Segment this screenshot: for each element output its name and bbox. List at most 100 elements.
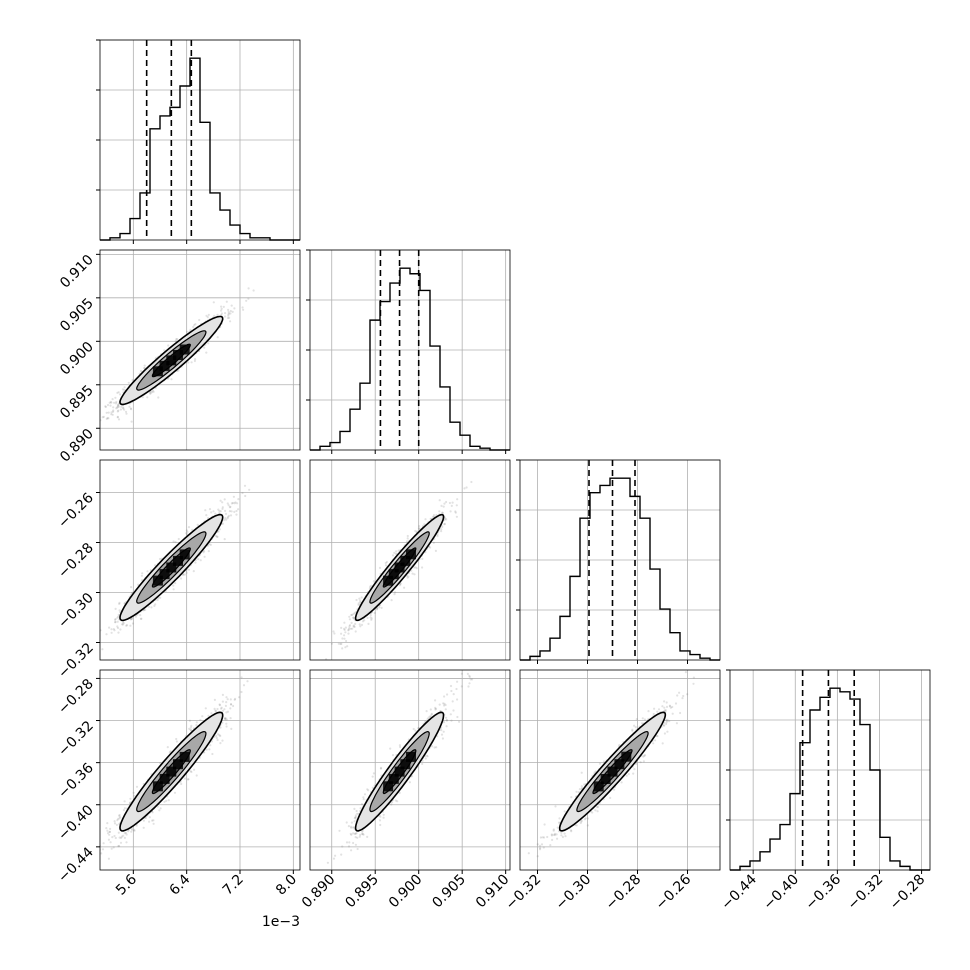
sample-point bbox=[403, 586, 406, 589]
sample-point bbox=[394, 591, 397, 594]
sample-point bbox=[341, 647, 344, 650]
sample-point bbox=[332, 630, 335, 633]
sample-point bbox=[203, 751, 206, 754]
sample-point bbox=[348, 618, 351, 621]
sample-point bbox=[101, 848, 105, 851]
sample-point bbox=[121, 623, 124, 626]
density-cell bbox=[179, 344, 190, 355]
sample-point bbox=[358, 597, 361, 600]
sample-point bbox=[159, 762, 162, 765]
sample-point bbox=[132, 791, 135, 794]
sample-point bbox=[117, 405, 120, 408]
sample-point bbox=[118, 601, 121, 605]
density-cell bbox=[388, 569, 399, 580]
sample-point bbox=[165, 799, 168, 802]
sample-point bbox=[424, 518, 427, 521]
sample-point bbox=[227, 314, 230, 317]
sample-point bbox=[144, 816, 147, 820]
sample-point bbox=[442, 505, 445, 508]
sample-point bbox=[456, 498, 459, 501]
sample-point bbox=[357, 603, 360, 606]
sample-point bbox=[213, 698, 216, 702]
sample-point bbox=[423, 523, 426, 526]
sample-point bbox=[180, 577, 183, 580]
sample-point bbox=[344, 626, 347, 629]
sample-point bbox=[218, 509, 221, 513]
sample-point bbox=[194, 561, 197, 564]
sample-point bbox=[208, 542, 211, 546]
sample-point bbox=[445, 500, 448, 504]
sample-point bbox=[339, 642, 342, 646]
sample-point bbox=[233, 307, 236, 310]
sample-point bbox=[114, 607, 117, 611]
sample-point bbox=[151, 389, 155, 392]
sample-point bbox=[220, 305, 223, 308]
sample-point bbox=[190, 361, 193, 364]
sample-point bbox=[343, 627, 346, 630]
sample-point bbox=[435, 513, 438, 517]
sample-point bbox=[445, 518, 448, 521]
sample-point bbox=[109, 841, 112, 844]
panel-frame bbox=[309, 459, 511, 661]
panel-frame bbox=[309, 249, 511, 451]
sample-point bbox=[395, 550, 398, 553]
sample-point bbox=[223, 518, 226, 522]
sample-point bbox=[235, 509, 238, 513]
sample-point bbox=[203, 550, 206, 553]
sample-point bbox=[343, 637, 346, 640]
sample-point bbox=[226, 698, 229, 701]
density-cell bbox=[394, 562, 405, 573]
sample-point bbox=[344, 631, 347, 634]
sample-point bbox=[352, 616, 355, 619]
sample-point bbox=[376, 607, 379, 610]
sample-point bbox=[123, 388, 126, 391]
sample-point bbox=[357, 602, 360, 605]
sample-point bbox=[225, 696, 228, 699]
sample-point bbox=[95, 850, 97, 852]
sample-point bbox=[116, 616, 119, 619]
sample-point bbox=[102, 415, 105, 418]
sample-point bbox=[224, 512, 228, 516]
histogram-step bbox=[310, 267, 510, 451]
sample-point bbox=[343, 634, 346, 637]
sample-point bbox=[207, 342, 210, 345]
sample-point bbox=[150, 606, 153, 609]
sample-point bbox=[123, 408, 126, 411]
sample-point bbox=[94, 656, 96, 658]
sample-point bbox=[224, 517, 227, 520]
sample-point bbox=[225, 701, 228, 704]
sample-point bbox=[118, 393, 122, 396]
sample-point bbox=[116, 620, 119, 623]
sample-point bbox=[196, 523, 199, 526]
sample-point bbox=[148, 816, 151, 819]
sample-point bbox=[199, 718, 202, 722]
sample-point bbox=[451, 501, 454, 504]
sample-point bbox=[221, 507, 224, 510]
sample-point bbox=[366, 616, 369, 620]
sample-point bbox=[340, 632, 343, 635]
sample-point bbox=[130, 830, 133, 833]
sample-point bbox=[203, 346, 206, 349]
sample-point bbox=[221, 700, 224, 703]
sample-point bbox=[220, 314, 223, 317]
sample-point bbox=[407, 575, 410, 578]
sample-point bbox=[122, 406, 125, 409]
sample-point bbox=[220, 309, 223, 312]
sample-point bbox=[431, 515, 435, 518]
sample-point bbox=[223, 538, 226, 541]
sample-point bbox=[448, 501, 451, 505]
sample-point bbox=[131, 378, 134, 382]
sample-point bbox=[104, 405, 107, 408]
sample-point bbox=[359, 601, 362, 604]
panel-content bbox=[100, 287, 255, 423]
sample-point bbox=[163, 349, 166, 352]
sample-point bbox=[144, 608, 147, 612]
sample-point bbox=[345, 639, 348, 643]
sample-point bbox=[114, 620, 117, 624]
sample-point bbox=[219, 510, 222, 513]
sample-point bbox=[434, 549, 437, 553]
sample-point bbox=[443, 502, 446, 505]
sample-point bbox=[413, 573, 416, 576]
sample-point bbox=[177, 537, 180, 541]
sample-point bbox=[112, 628, 115, 631]
